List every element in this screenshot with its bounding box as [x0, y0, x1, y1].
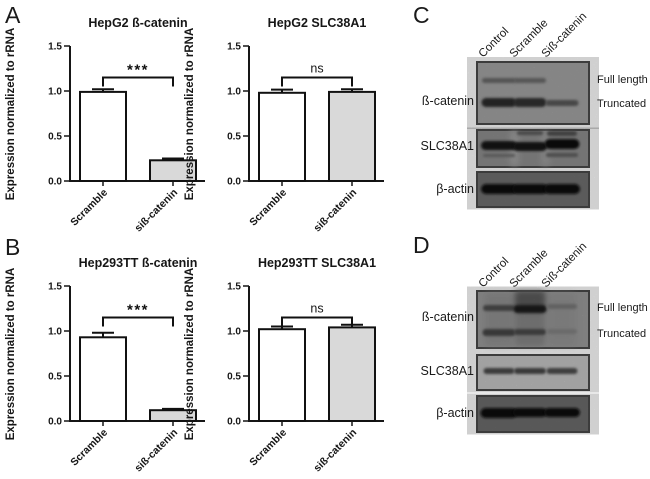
- panel-label-b: B: [5, 234, 21, 260]
- lane-label: Control: [477, 25, 512, 60]
- chart-hep293tt-slc38a1: Hep293TT SLC38A1 Expression normalized to…: [184, 256, 384, 475]
- x-category-label: siß-catenin: [132, 187, 180, 235]
- y-tick-label: 0.0: [227, 417, 241, 428]
- sig-bracket: [102, 316, 174, 327]
- y-axis-label: Expression normalized to rRNA: [184, 28, 196, 201]
- blot-panel-d: ControlScrambleSiß-cateninß-cateninSLC38…: [420, 241, 648, 433]
- y-axis-label: Expression normalized to rRNA: [5, 268, 17, 441]
- y-tick-label: 1.0: [227, 327, 241, 338]
- blot-row-label: SLC38A1: [420, 139, 474, 153]
- y-tick-label: 1.0: [227, 87, 241, 98]
- y-tick-label: 1.0: [48, 87, 62, 98]
- y-tick-label: 0.0: [227, 177, 241, 188]
- chart-title: Hep293TT ß-catenin: [79, 256, 198, 270]
- y-tick-label: 1.5: [48, 42, 62, 53]
- blot-panel-c: ControlScrambleSiß-cateninß-cateninSLC38…: [420, 11, 648, 208]
- y-tick-label: 0.0: [48, 177, 62, 188]
- x-category-label: Scramble: [68, 187, 110, 229]
- blot-row-label: ß-catenin: [422, 310, 474, 324]
- sig-label: ns: [310, 62, 323, 76]
- band-annotation: Truncated: [597, 328, 646, 340]
- chart-title: HepG2 SLC38A1: [268, 16, 367, 30]
- y-tick-label: 0.5: [48, 132, 62, 143]
- x-category-label: Scramble: [68, 427, 110, 469]
- panel-label-d: D: [413, 232, 430, 258]
- chart-hepg2-slc38a1: HepG2 SLC38A1 Expression normalized to rR…: [184, 16, 384, 235]
- x-category-label: Scramble: [247, 427, 289, 469]
- y-axis-label: Expression normalized to rRNA: [184, 268, 196, 441]
- x-category-label: siß-catenin: [132, 427, 180, 475]
- y-tick-label: 0.5: [227, 132, 241, 143]
- sig-label: ***: [127, 302, 149, 319]
- y-tick-label: 1.0: [48, 327, 62, 338]
- y-tick-label: 0.0: [48, 417, 62, 428]
- chart-title: Hep293TT SLC38A1: [258, 256, 376, 270]
- blot-row-label: β-actin: [436, 406, 474, 420]
- panel-label-a: A: [5, 2, 21, 28]
- panel-label-c: C: [413, 2, 430, 28]
- blot-grain: [478, 397, 588, 431]
- sig-bracket: [102, 76, 174, 87]
- blot-grain: [478, 63, 588, 123]
- y-axis-label: Expression normalized to rRNA: [5, 28, 17, 201]
- lane-label: Siß-catenin: [540, 11, 590, 61]
- bar-si-catenin: [328, 90, 376, 182]
- bar-scramble: [258, 91, 306, 182]
- band-annotation: Truncated: [597, 98, 646, 110]
- bar-scramble: [79, 336, 127, 422]
- sig-label: ***: [127, 62, 149, 79]
- sig-bracket: [281, 76, 353, 87]
- band-annotation: Full length: [597, 302, 648, 314]
- y-tick-label: 1.5: [227, 42, 241, 53]
- bar-scramble: [258, 328, 306, 422]
- x-category-label: siß-catenin: [311, 427, 359, 475]
- y-tick-label: 0.5: [48, 372, 62, 383]
- blot-row-label: SLC38A1: [420, 364, 474, 378]
- y-tick-label: 1.5: [227, 282, 241, 293]
- bar-si-catenin: [328, 326, 376, 422]
- blot-grain: [478, 173, 588, 206]
- blot-grain: [478, 131, 588, 166]
- blot-row-label: ß-catenin: [422, 94, 474, 108]
- lane-label: Siß-catenin: [540, 241, 590, 291]
- sig-bracket: [281, 316, 353, 327]
- y-tick-label: 1.5: [48, 282, 62, 293]
- blot-row-label: β-actin: [436, 182, 474, 196]
- chart-title: HepG2 ß-catenin: [88, 16, 187, 30]
- bar-scramble: [79, 90, 127, 182]
- x-category-label: siß-catenin: [311, 187, 359, 235]
- lane-label: Control: [477, 255, 512, 290]
- band-annotation: Full length: [597, 74, 648, 86]
- blot-grain: [478, 292, 588, 347]
- sig-label: ns: [310, 302, 323, 316]
- blot-grain: [478, 356, 588, 389]
- y-tick-label: 0.5: [227, 372, 241, 383]
- x-category-label: Scramble: [247, 187, 289, 229]
